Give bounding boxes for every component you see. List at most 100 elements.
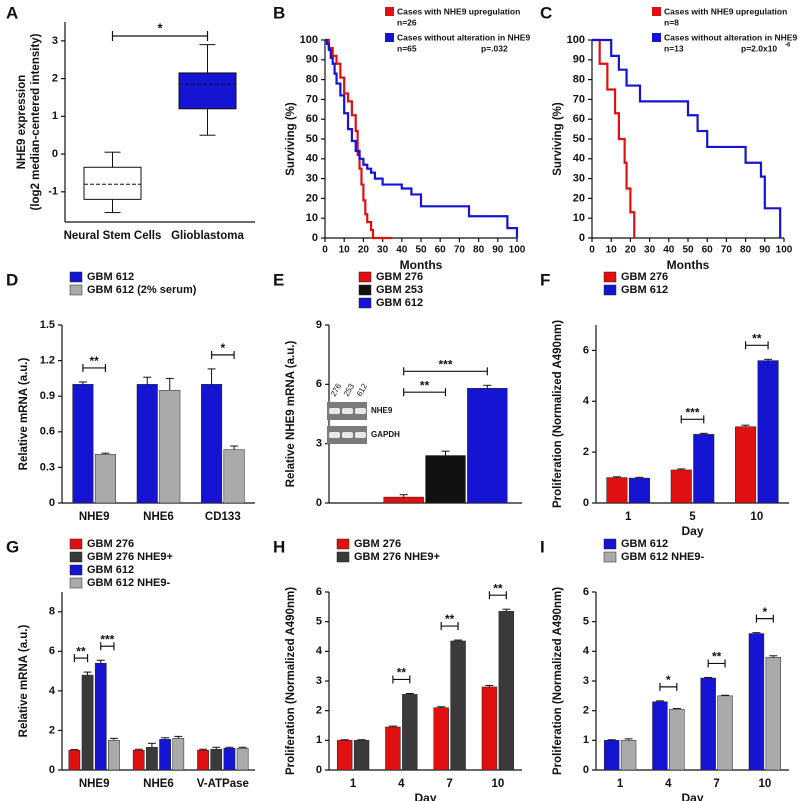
y-axis-label: Relative mRNA (a.u.) xyxy=(18,624,30,737)
y-tick-label: 60 xyxy=(306,113,318,125)
legend-label: GBM 276 NHE9+ xyxy=(354,551,440,563)
legend-label: GBM 612 xyxy=(87,564,134,576)
x-tick-label: 1 xyxy=(617,778,624,790)
x-tick-label: 70 xyxy=(721,245,733,256)
x-tick-label: Neural Stem Cells xyxy=(64,230,162,242)
bar xyxy=(236,747,249,771)
x-tick-label: Glioblastoma xyxy=(171,230,244,242)
gel-lane-label: 612 xyxy=(355,382,370,399)
y-tick-label: 1 xyxy=(583,734,589,746)
y-axis-label: Relative mRNA (a.u.) xyxy=(18,357,30,470)
x-tick-label: 4 xyxy=(665,778,672,790)
x-tick-label: 60 xyxy=(702,245,714,256)
bar xyxy=(210,748,223,771)
bar xyxy=(467,388,508,504)
x-tick-label: CD133 xyxy=(205,511,241,523)
sig-label: *** xyxy=(438,357,452,371)
survival-curve xyxy=(592,38,636,238)
y-tick-label: 20 xyxy=(573,192,585,204)
x-tick-label: 5 xyxy=(689,511,696,523)
y-tick-label: 6 xyxy=(316,378,322,390)
gel-band-label: NHE9 xyxy=(371,406,393,415)
legend-label: GBM 612 xyxy=(376,297,423,309)
y-tick-label: 20 xyxy=(306,192,318,204)
x-tick-label: 1 xyxy=(350,778,357,790)
bar xyxy=(197,749,209,771)
y-tick-label: 100 xyxy=(300,34,318,46)
sig-label: ** xyxy=(445,612,455,626)
x-tick-label: 70 xyxy=(454,245,466,256)
legend-swatch xyxy=(358,297,372,309)
y-tick-label: 2 xyxy=(583,446,589,458)
p-value: p=.032 xyxy=(481,43,508,53)
y-tick-label: 0 xyxy=(49,497,55,509)
y-tick-label: 6 xyxy=(583,344,589,356)
gel-band xyxy=(342,432,353,438)
y-axis-label: Surviving (%) xyxy=(285,102,297,176)
y-tick-label: 80 xyxy=(573,74,585,86)
panel-letter: B xyxy=(273,3,285,22)
legend-swatch xyxy=(69,284,83,296)
y-tick-label: 9 xyxy=(316,319,322,331)
panel-letter: H xyxy=(273,537,285,556)
sig-label: ** xyxy=(752,332,762,346)
legend-n: n=13 xyxy=(664,43,684,53)
x-tick-label: 100 xyxy=(509,245,526,256)
legend-n: n=65 xyxy=(397,43,417,53)
bar xyxy=(132,749,145,771)
bar xyxy=(81,674,94,771)
bar xyxy=(108,740,120,771)
panel-letter: F xyxy=(540,270,550,289)
x-tick-label: 90 xyxy=(759,245,771,256)
x-tick-label: 20 xyxy=(358,245,370,256)
y-tick-label: 90 xyxy=(306,54,318,66)
gel-band xyxy=(329,408,340,414)
bar xyxy=(603,740,620,771)
y-tick-label: 0 xyxy=(316,764,322,776)
x-tick-label: NHE6 xyxy=(143,778,174,790)
survival-curve xyxy=(592,38,782,238)
y-tick-label: 60 xyxy=(573,113,585,125)
bar xyxy=(402,694,418,771)
panel-letter: D xyxy=(6,270,18,289)
x-tick-label: NHE9 xyxy=(79,778,110,790)
y-tick-label: 50 xyxy=(573,133,585,145)
panel-letter: I xyxy=(540,537,545,556)
y-tick-label: 2 xyxy=(49,724,55,736)
legend-label: GBM 612 (2% serum) xyxy=(87,284,197,296)
sig-label: ** xyxy=(712,650,722,664)
legend-label: Cases without alteration in NHE9 xyxy=(397,32,530,42)
gel-lane-label: 253 xyxy=(342,382,357,399)
legend-label: GBM 253 xyxy=(376,284,423,296)
y-tick-label: 100 xyxy=(567,34,585,46)
y-tick-label: 1.5 xyxy=(40,319,55,331)
bar xyxy=(172,738,185,771)
gel-band-label: GAPDH xyxy=(371,430,400,439)
survival-curve xyxy=(325,38,393,240)
y-tick-label: 0 xyxy=(583,497,589,509)
legend-swatch xyxy=(385,7,394,16)
y-axis-label: NHE9 expression xyxy=(16,75,28,170)
gel-band xyxy=(342,408,353,414)
y-tick-label: 30 xyxy=(573,173,585,185)
sig-label: ** xyxy=(89,354,99,368)
y-tick-label: 10 xyxy=(573,212,585,224)
y-tick-label: 90 xyxy=(573,54,585,66)
x-tick-label: 7 xyxy=(713,778,719,790)
y-tick-label: 3 xyxy=(316,675,322,687)
bar xyxy=(68,749,81,771)
x-axis-label: Day xyxy=(681,791,703,801)
legend-swatch xyxy=(603,271,617,283)
sig-label: * xyxy=(763,605,768,619)
legend-label: GBM 276 xyxy=(354,538,401,550)
legend-label: GBM 612 xyxy=(87,271,134,283)
y-tick-label: 1.2 xyxy=(40,355,55,367)
x-tick-label: 0 xyxy=(589,245,595,256)
x-tick-label: 7 xyxy=(446,778,452,790)
bar xyxy=(433,707,449,771)
bar xyxy=(94,454,116,504)
y-tick-label: 3 xyxy=(316,438,322,450)
bar xyxy=(498,611,515,771)
bar xyxy=(159,739,171,771)
